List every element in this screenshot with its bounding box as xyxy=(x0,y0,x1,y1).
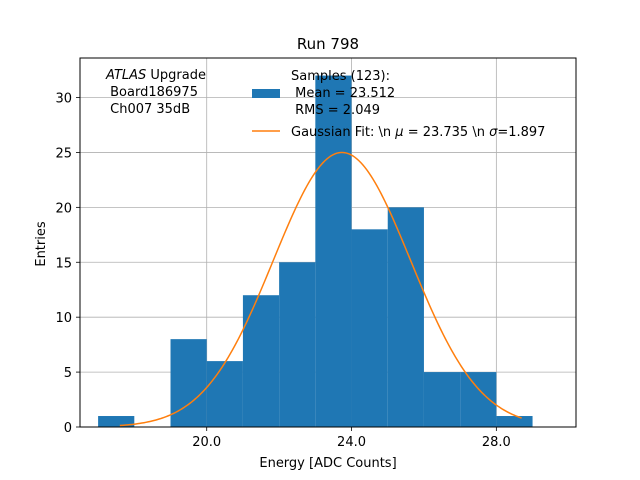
histogram-bar xyxy=(460,372,497,427)
histogram-bar xyxy=(387,207,424,427)
atlas-annotation: ATLAS Upgrade Board186975 Ch007 35dB xyxy=(105,68,206,117)
annotation-line-3: Ch007 35dB xyxy=(106,102,190,117)
y-tick-label: 5 xyxy=(64,366,72,381)
y-tick-label: 20 xyxy=(55,201,72,216)
histogram-bar xyxy=(351,229,388,427)
x-axis-label: Energy [ADC Counts] xyxy=(259,456,396,471)
legend-fit-label: Gaussian Fit: \n μ = 23.735 \n σ=1.897 xyxy=(291,125,545,140)
legend: Samples (123): Mean = 23.512 RMS = 2.049… xyxy=(252,69,545,140)
plot-frame xyxy=(79,57,577,428)
histogram-bar xyxy=(170,339,207,427)
annotation-upgrade: Upgrade xyxy=(146,68,206,83)
annotation-line-2: Board186975 xyxy=(106,85,198,100)
y-tick-label: 25 xyxy=(55,146,72,161)
y-tick-label: 10 xyxy=(55,311,72,326)
histogram-bar xyxy=(315,75,352,428)
y-tick-label: 15 xyxy=(55,256,72,271)
y-tick-label: 0 xyxy=(64,421,72,436)
y-tick-label: 30 xyxy=(55,92,72,107)
histogram-bar xyxy=(423,372,461,427)
axis-ticks: 20.0 24.0 28.0 0 5 10 15 20 25 30 xyxy=(55,92,510,450)
legend-histogram-line-1: Samples (123): xyxy=(291,69,390,84)
legend-histogram-line-3: RMS = 2.049 xyxy=(291,103,380,118)
atlas-label: ATLAS xyxy=(105,68,146,83)
x-tick-label: 28.0 xyxy=(482,435,511,450)
x-tick-label: 20.0 xyxy=(192,435,221,450)
y-axis-label: Entries xyxy=(34,221,49,267)
histogram-bar xyxy=(98,416,135,427)
legend-histogram-line-2: Mean = 23.512 xyxy=(291,86,395,101)
legend-histogram-swatch xyxy=(252,89,280,98)
histogram-bar xyxy=(496,416,533,427)
annotation-line-1: ATLAS Upgrade xyxy=(105,68,206,83)
chart-title: Run 798 xyxy=(297,35,359,53)
x-tick-label: 24.0 xyxy=(337,435,366,450)
histogram-bar xyxy=(242,295,280,427)
histogram-bar xyxy=(206,361,243,427)
gaussian-fit-line xyxy=(119,151,522,427)
histogram-bar xyxy=(279,262,316,427)
